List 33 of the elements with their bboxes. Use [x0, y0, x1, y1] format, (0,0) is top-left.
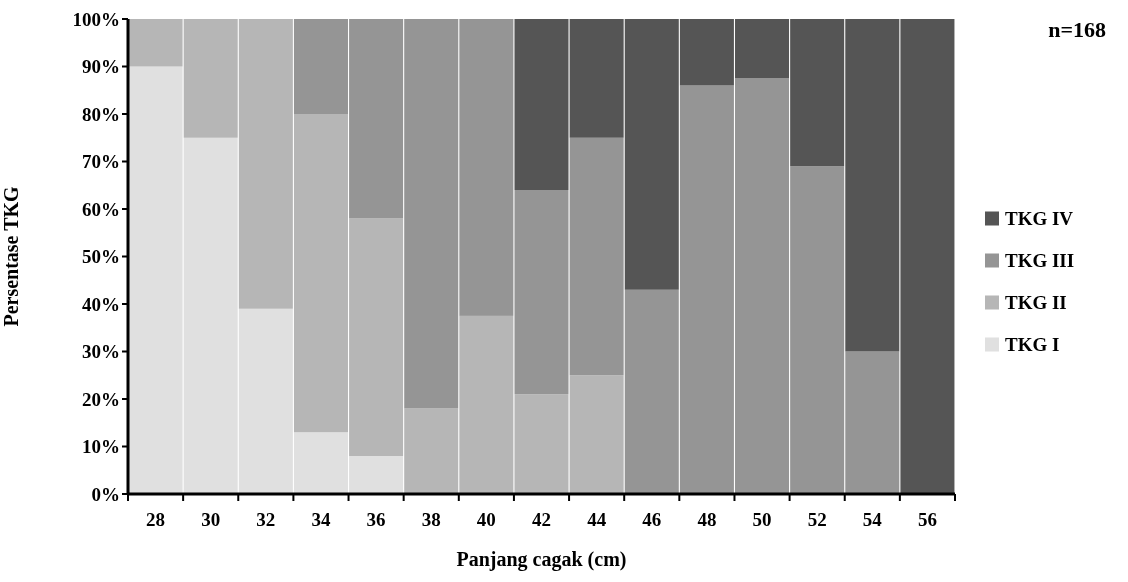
y-tick-label: 30%	[82, 341, 120, 363]
legend-label: TKG IV	[1005, 208, 1074, 230]
x-tick-label: 40	[476, 509, 496, 530]
x-tick-label: 54	[862, 509, 883, 530]
y-tick-label: 50%	[82, 246, 120, 268]
legend-label: TKG III	[1005, 250, 1075, 272]
y-tick-label: 20%	[82, 388, 120, 410]
x-tick-label: 52	[807, 509, 827, 530]
y-tick-label: 0%	[91, 483, 120, 505]
x-tick-label: 36	[366, 509, 386, 530]
x-tick-label: 48	[697, 509, 717, 530]
text: n=168	[1048, 17, 1106, 42]
x-tick-label: 30	[201, 509, 221, 530]
x-tick-label: 28	[146, 509, 166, 530]
x-tick-label: 46	[642, 509, 662, 530]
x-tick-label: 34	[311, 509, 331, 530]
y-tick-label: 90%	[82, 56, 120, 78]
x-tick-label: 38	[421, 509, 441, 530]
x-tick-label: 50	[752, 509, 772, 530]
y-tick-label: 70%	[82, 151, 120, 173]
x-tick-label: 44	[587, 509, 607, 530]
y-tick-label: 100%	[72, 8, 120, 30]
y-axis-title: Persentase TKG	[0, 185, 22, 327]
y-tick-label: 60%	[82, 198, 120, 220]
x-tick-label: 42	[532, 509, 551, 530]
x-tick-label: 56	[917, 509, 937, 530]
y-tick-label: 40%	[82, 293, 120, 315]
x-axis-title: Panjang cagak (cm)	[456, 548, 627, 571]
y-tick-label: 10%	[82, 436, 120, 458]
legend-label: TKG I	[1005, 334, 1060, 356]
x-tick-label: 32	[256, 509, 276, 530]
legend-label: TKG II	[1005, 292, 1067, 314]
y-tick-label: 80%	[82, 103, 120, 125]
